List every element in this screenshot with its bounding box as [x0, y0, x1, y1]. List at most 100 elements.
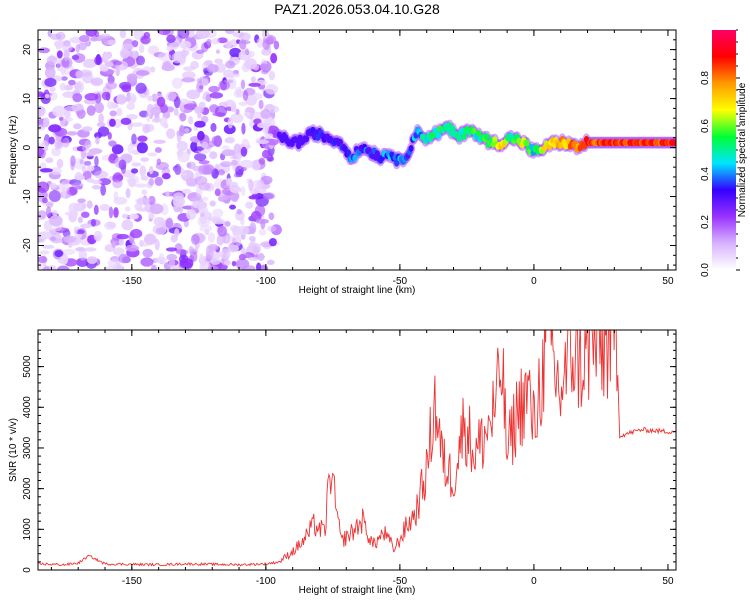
noise-blob	[224, 221, 231, 227]
noise-blob	[238, 32, 251, 41]
noise-blob	[196, 49, 205, 54]
x-tick-label: -50	[393, 276, 408, 287]
noise-blob	[62, 91, 76, 98]
track-core-blob	[337, 138, 343, 146]
noise-blob	[119, 30, 127, 39]
noise-blob	[100, 33, 111, 39]
noise-blob	[198, 160, 210, 165]
noise-blob	[198, 101, 206, 110]
noise-blob	[258, 99, 264, 110]
noise-blob	[266, 138, 279, 146]
noise-blob	[51, 147, 62, 157]
noise-blob	[44, 93, 50, 99]
noise-blob	[223, 124, 236, 135]
noise-blob	[119, 48, 130, 59]
noise-blob	[80, 223, 93, 229]
noise-blob	[44, 67, 56, 79]
noise-blob	[121, 43, 134, 50]
y-tick-label: 10	[22, 93, 33, 105]
noise-blob	[263, 192, 275, 200]
noise-blob	[51, 226, 63, 232]
noise-blob	[194, 120, 206, 128]
noise-blob	[111, 241, 117, 249]
noise-blob	[157, 30, 171, 36]
noise-blob	[126, 102, 136, 111]
noise-blob	[225, 60, 236, 69]
noise-blob	[76, 108, 86, 119]
noise-blob	[153, 216, 166, 227]
y-tick-label: 20	[22, 44, 33, 56]
noise-blob	[139, 165, 147, 177]
noise-blob	[116, 93, 127, 105]
noise-blob	[103, 53, 112, 60]
track-core-blob	[304, 135, 310, 143]
track-core-blob	[435, 132, 442, 140]
noise-blob	[140, 257, 154, 267]
noise-blob	[235, 165, 244, 176]
noise-blob	[190, 234, 200, 245]
noise-blob	[224, 235, 237, 246]
noise-blob	[225, 41, 232, 49]
noise-blob	[158, 252, 165, 263]
spectrogram-x-label: Height of straight line (km)	[299, 285, 416, 296]
noise-blob	[220, 248, 231, 260]
x-tick-label: -150	[122, 576, 142, 587]
noise-blob	[118, 237, 125, 247]
colorbar-tick-label: 0.2	[700, 215, 711, 229]
noise-blob	[210, 257, 221, 266]
noise-blob	[126, 175, 140, 185]
noise-blob	[104, 61, 114, 68]
x-tick-label: 50	[662, 576, 674, 587]
noise-blob	[153, 139, 166, 144]
noise-blob	[180, 49, 188, 59]
noise-blob	[200, 206, 209, 214]
noise-blob	[49, 91, 58, 101]
colorbar-ticks: 0.0 0.2 0.4 0.6 0.8	[700, 29, 740, 277]
noise-blob	[107, 132, 112, 140]
noise-blob	[126, 93, 137, 105]
noise-blob	[77, 216, 83, 224]
noise-blob	[231, 260, 237, 267]
noise-blob	[75, 44, 80, 53]
noise-blob	[196, 81, 204, 93]
noise-blob	[61, 76, 68, 81]
noise-blob	[45, 206, 52, 218]
noise-blob	[62, 43, 73, 52]
noise-blob	[209, 92, 224, 99]
track-core-blob	[484, 133, 490, 141]
noise-blob	[205, 249, 214, 261]
noise-blob	[56, 50, 63, 59]
noise-blob	[233, 143, 242, 155]
noise-blob	[112, 247, 125, 256]
noise-blob	[111, 144, 124, 155]
noise-blob	[78, 42, 87, 51]
noise-blob	[108, 140, 117, 147]
noise-blob	[140, 175, 149, 181]
noise-blob	[120, 117, 132, 125]
noise-blob	[76, 257, 89, 268]
noise-blob	[94, 170, 109, 179]
noise-blob	[249, 222, 257, 235]
noise-blob	[261, 149, 271, 159]
noise-blob	[174, 163, 182, 176]
noise-blob	[116, 233, 130, 240]
noise-blob	[74, 82, 82, 91]
noise-blob	[70, 155, 76, 167]
noise-blob	[254, 204, 266, 217]
noise-blob	[41, 140, 49, 151]
noise-blob	[38, 210, 47, 219]
noise-blob	[237, 151, 242, 163]
noise-blob	[49, 86, 56, 92]
noise-blob	[227, 244, 239, 253]
noise-blob	[174, 228, 180, 237]
noise-blob	[125, 188, 131, 199]
noise-blob	[121, 84, 132, 93]
noise-blob	[99, 203, 111, 212]
noise-blob	[221, 149, 236, 157]
noise-blob	[38, 105, 46, 117]
noise-blob	[106, 39, 117, 46]
noise-blob	[85, 30, 97, 37]
noise-blob	[112, 174, 118, 183]
noise-blob	[140, 157, 150, 162]
noise-blob	[183, 103, 198, 110]
